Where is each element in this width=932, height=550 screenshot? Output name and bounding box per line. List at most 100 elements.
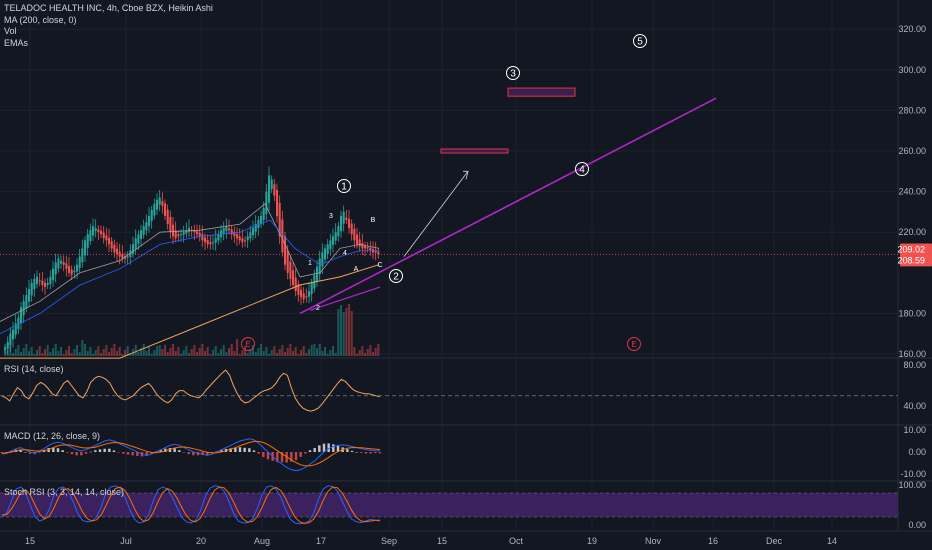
volume-bar [265,347,268,356]
volume-bar [52,348,55,356]
stoch-pane[interactable] [0,485,898,525]
candle-body [102,232,105,239]
volume-bar [228,348,231,356]
macd-histogram-bar [238,447,242,452]
y-tick-label: 320.00 [898,24,926,34]
x-tick-label: Sep [381,536,397,546]
candle-body [12,329,15,340]
volume-bar [220,349,223,356]
macd-histogram-bar [322,443,326,452]
candle-body [9,333,12,346]
volume-bar [326,354,329,356]
symbol-title[interactable]: TELADOC HEALTH INC, 4h, Cboe BZX, Heikin… [4,3,213,13]
candle-body [332,236,335,245]
volume-bar [244,346,247,356]
macd-label[interactable]: MACD (12, 26, close, 9) [4,431,101,441]
candle-body [305,296,308,298]
macd-histogram-bar [313,448,316,452]
candle-body [174,230,177,239]
x-tick-label: 17 [316,536,326,546]
candle-body [105,235,108,241]
candle-body [76,264,79,272]
volume-bar [73,349,76,356]
candle-body [316,266,319,282]
candle-body [108,237,111,245]
ma-legend[interactable]: MA (200, close, 0) [4,14,77,25]
macd-histogram-bar [145,452,148,456]
volume-bar [249,349,252,356]
vol-legend[interactable]: Vol [4,26,17,36]
candle-body [164,203,167,216]
volume-bar [318,344,321,356]
volume-bar [300,350,303,356]
candle-body [158,197,161,205]
rsi-line [1,369,381,412]
macd-histogram-bar [117,452,120,453]
volume-bar [94,350,97,356]
volume-bar [324,347,327,356]
volume-bar [206,347,209,356]
rsi-label[interactable]: RSI (14, close) [4,364,64,374]
macd-histogram-bar [369,452,372,454]
candle-body [166,209,169,225]
macd-histogram-bar [126,452,130,455]
macd-histogram-bar [84,452,88,454]
volume-bar [193,345,196,356]
volume-bar [278,349,281,356]
volume-bar [44,349,47,356]
candle-body [73,270,76,273]
candle-body [364,245,367,249]
candle-body [308,291,311,297]
macd-histogram-bar [61,450,64,452]
volume-bar [129,353,132,356]
stoch-label[interactable]: Stoch RSI (3, 3, 14, 14, close) [4,487,125,497]
macd-histogram-bar [108,448,111,452]
macd-histogram-bar [248,448,251,452]
candle-body [249,232,252,239]
macd-histogram-bar [173,448,176,452]
candle-body [161,201,164,206]
emas-legend[interactable]: EMAs [4,37,29,48]
rsi-pane[interactable] [0,369,898,412]
volume-bar [366,349,369,356]
candle-body [236,234,239,239]
volume-bar [238,354,241,356]
wave-circle [506,66,520,80]
candle-body [17,317,20,330]
volume-bar [89,347,92,356]
volume-bar [364,353,367,356]
candle-body [265,191,268,214]
macd-histogram-bar [182,452,186,453]
candle-body [150,209,153,222]
candle-body [342,211,345,224]
candle-body [113,244,116,253]
candle-body [252,228,255,236]
volume-bar [356,354,359,356]
volume-bar [281,345,284,356]
candle-body [182,232,185,235]
price-axis[interactable]: 15 Jul 20 Aug 17 Sep 15 Oct 19 Nov 16 Dec 14320.0030… [25,24,932,546]
volume-bar [22,348,25,356]
x-tick-label: Jul [120,536,132,546]
candle-body [369,247,372,251]
wave-label: 2 [393,272,399,283]
macd-histogram-bar [304,452,307,454]
candle-body [6,341,9,349]
macd-histogram-bar [318,445,321,452]
earnings-circle [627,337,641,351]
candle-body [20,307,23,324]
price-pane[interactable] [0,166,898,359]
candle-body [358,239,361,247]
volume-bar [270,350,273,356]
volume-bar [236,339,239,356]
macd-histogram-bar [24,452,27,453]
volume-bar [286,348,289,356]
candle-body [268,175,271,203]
macd-histogram-bar [52,447,55,452]
candle-body [68,266,71,273]
volume-bar [6,350,9,356]
volume-bar [100,353,103,356]
macd-pane[interactable] [0,438,382,472]
candle-body [270,179,273,190]
